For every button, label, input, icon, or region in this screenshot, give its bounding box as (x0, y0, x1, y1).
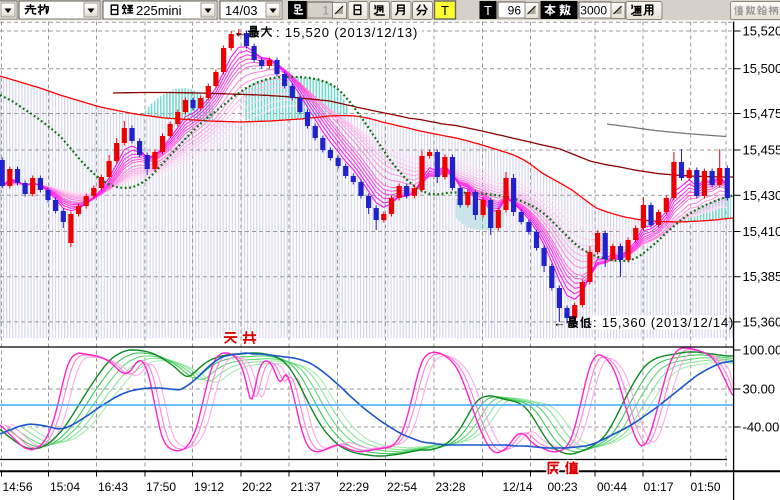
svg-text:←: ← (234, 25, 247, 40)
svg-text:1: 1 (322, 4, 329, 18)
svg-text:22:54: 22:54 (387, 480, 417, 494)
svg-text:15,360: 15,360 (743, 314, 780, 329)
svg-text:01:17: 01:17 (644, 480, 674, 494)
svg-text:T: T (484, 3, 492, 18)
svg-text:22:29: 22:29 (339, 480, 369, 494)
svg-text:15,520: 15,520 (743, 24, 780, 39)
svg-text:00:23: 00:23 (548, 480, 578, 494)
svg-text:19:12: 19:12 (194, 480, 224, 494)
svg-text:14/03: 14/03 (225, 3, 258, 18)
svg-text:15,500: 15,500 (743, 61, 780, 76)
svg-text:225mini: 225mini (136, 3, 182, 18)
svg-text:12/14: 12/14 (503, 480, 533, 494)
svg-text:15:04: 15:04 (50, 480, 80, 494)
svg-text:15,430: 15,430 (743, 188, 780, 203)
svg-text:100.00: 100.00 (743, 343, 780, 358)
svg-text:23:28: 23:28 (436, 480, 466, 494)
svg-text:T: T (441, 3, 449, 18)
svg-text:01:50: 01:50 (691, 480, 721, 494)
svg-text:00:44: 00:44 (597, 480, 627, 494)
svg-text:21:37: 21:37 (291, 480, 321, 494)
svg-text:30.00: 30.00 (743, 382, 776, 397)
svg-text:: 15,360 (2013/12/14): : 15,360 (2013/12/14) (593, 315, 734, 330)
svg-text:15,385: 15,385 (743, 269, 780, 284)
svg-text:15,455: 15,455 (743, 143, 780, 158)
svg-text:14:56: 14:56 (3, 480, 33, 494)
svg-text:15,475: 15,475 (743, 106, 780, 121)
svg-text:16:43: 16:43 (98, 480, 128, 494)
svg-text:20:22: 20:22 (242, 480, 272, 494)
svg-text:96: 96 (508, 4, 522, 18)
svg-text:3000: 3000 (580, 4, 607, 18)
svg-text:: 15,520 (2013/12/13): : 15,520 (2013/12/13) (276, 25, 418, 40)
svg-text:-40.00: -40.00 (743, 420, 780, 435)
svg-text:15,410: 15,410 (743, 224, 780, 239)
svg-text:←: ← (553, 315, 566, 330)
svg-text:17:50: 17:50 (146, 480, 176, 494)
